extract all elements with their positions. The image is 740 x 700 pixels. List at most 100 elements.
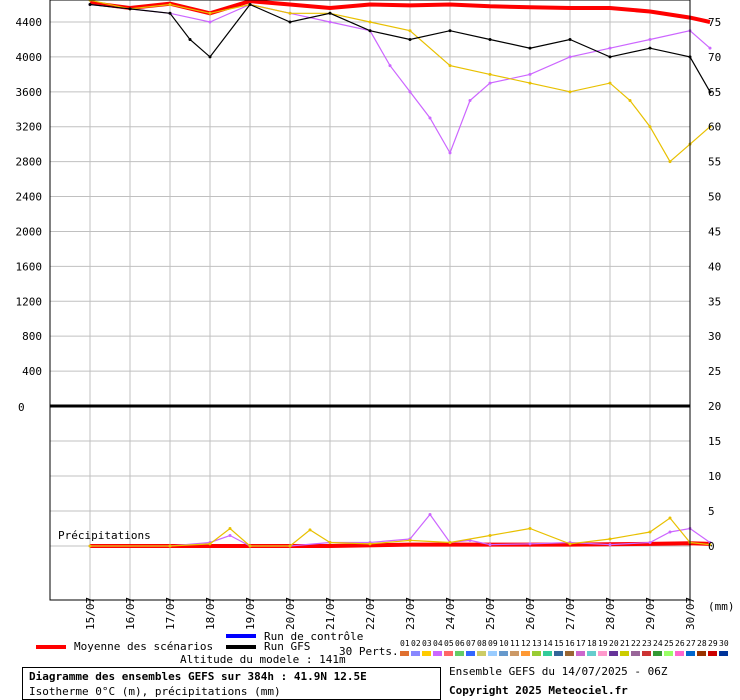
pert-number: 04 — [433, 639, 443, 648]
isotherm-series-point — [448, 151, 452, 155]
precip-series-point — [568, 542, 572, 546]
isotherm-series-point — [708, 125, 712, 129]
x-tick-label: 30/07 — [684, 597, 697, 630]
pert-swatch — [411, 651, 420, 656]
isotherm-series-point — [368, 29, 372, 33]
pert-swatch — [609, 651, 618, 656]
y-right-tick: 55 — [708, 156, 721, 169]
precip-series-point — [428, 513, 432, 516]
pert-swatch — [532, 651, 541, 656]
pert-swatch — [598, 651, 607, 656]
pert-swatch — [521, 651, 530, 656]
pert-swatch — [433, 651, 442, 656]
y-left-tick: 2000 — [16, 225, 43, 238]
pert-number: 16 — [565, 639, 575, 648]
pert-swatch — [642, 651, 651, 656]
y-right-tick: 50 — [708, 191, 721, 204]
control-label: Run de contrôle — [264, 630, 364, 643]
pert-swatch — [686, 651, 695, 656]
isotherm-series-point — [648, 37, 652, 41]
precip-series-point — [708, 541, 712, 544]
pert-swatch — [444, 651, 453, 656]
isotherm-series-point — [528, 81, 532, 85]
pert-number: 03 — [422, 639, 432, 648]
pert-swatch — [554, 651, 563, 656]
isotherm-series-point — [388, 64, 392, 68]
y-left-tick: 3200 — [16, 121, 43, 134]
precip-tick: 0 — [708, 540, 715, 553]
isotherm-series-point — [668, 160, 672, 164]
precip-series-point — [528, 542, 532, 546]
isotherm-series-point — [448, 64, 452, 68]
isotherm-series-point — [288, 11, 292, 15]
precip-series-point — [488, 534, 492, 537]
y-right-tick: 25 — [708, 365, 721, 378]
pert-number: 21 — [620, 639, 630, 648]
y-right-tick: 65 — [708, 86, 721, 99]
pert-swatch — [455, 651, 464, 656]
isotherm-series-line — [89, 3, 711, 155]
y-right-tick: 30 — [708, 330, 721, 343]
pert-number: 19 — [598, 639, 608, 648]
pert-number: 15 — [554, 639, 564, 648]
pert-number: 11 — [510, 639, 520, 648]
upper-plot-grid — [50, 0, 691, 605]
perts-label: 30 Perts. — [339, 645, 399, 658]
isotherm-series-point — [168, 11, 172, 15]
precip-series-line — [90, 513, 711, 547]
pert-swatch — [653, 651, 662, 656]
x-tick-label: 19/07 — [244, 597, 257, 630]
pert-number: 07 — [466, 639, 476, 648]
x-tick-label: 23/07 — [404, 597, 417, 630]
precip-title: Précipitations — [58, 529, 151, 542]
precip-series-point — [708, 543, 712, 547]
x-tick-label: 18/07 — [204, 597, 217, 630]
isotherm-series-point — [608, 55, 612, 59]
pert-number: 06 — [455, 639, 465, 648]
y-right-tick: 70 — [708, 51, 721, 64]
pert-number: 01 — [400, 639, 410, 648]
pert-number: 12 — [521, 639, 531, 648]
precip-series-point — [328, 541, 332, 544]
pert-number: 22 — [631, 639, 641, 648]
isotherm-series-line — [89, 0, 711, 163]
pert-swatch — [565, 651, 574, 656]
precip-series-point — [648, 541, 652, 544]
precip-series-point — [668, 516, 672, 520]
pert-swatch — [400, 651, 409, 656]
pert-number: 09 — [488, 639, 498, 648]
pert-number: 20 — [609, 639, 619, 648]
isotherm-series-point — [368, 20, 372, 24]
pert-swatch — [510, 651, 519, 656]
precip-tick: 15 — [708, 435, 721, 448]
pert-number: 18 — [587, 639, 597, 648]
pert-swatch — [664, 651, 673, 656]
x-tick-label: 28/07 — [604, 597, 617, 630]
upper-zero-label: 0 — [18, 401, 25, 414]
precip-series-point — [88, 544, 92, 548]
y-right-tick: 60 — [708, 121, 721, 134]
precip-series-point — [448, 541, 452, 544]
x-tick-label: 21/07 — [324, 597, 337, 630]
isotherm-series-point — [488, 72, 492, 76]
plot-frame — [49, 0, 691, 601]
precip-series-point — [228, 527, 232, 530]
precip-series-point — [648, 530, 652, 534]
pert-number: 26 — [675, 639, 685, 648]
y-right-tick: 40 — [708, 260, 721, 273]
control-swatch — [226, 634, 256, 638]
pert-swatch — [697, 651, 706, 656]
precip-series-point — [608, 537, 612, 541]
mean-label: Moyenne des scénarios — [74, 640, 214, 653]
isotherm-series-point — [528, 72, 532, 76]
precip-series-point — [168, 544, 172, 548]
isotherm-series-point — [408, 37, 412, 41]
precip-series-point — [368, 542, 372, 546]
x-tick-label: 26/07 — [524, 597, 537, 630]
y-left-tick: 3600 — [16, 86, 43, 99]
isotherm-series-point — [708, 90, 712, 94]
pert-swatch — [675, 651, 684, 656]
x-tick-label: 16/07 — [124, 597, 137, 630]
pert-swatch — [620, 651, 629, 656]
